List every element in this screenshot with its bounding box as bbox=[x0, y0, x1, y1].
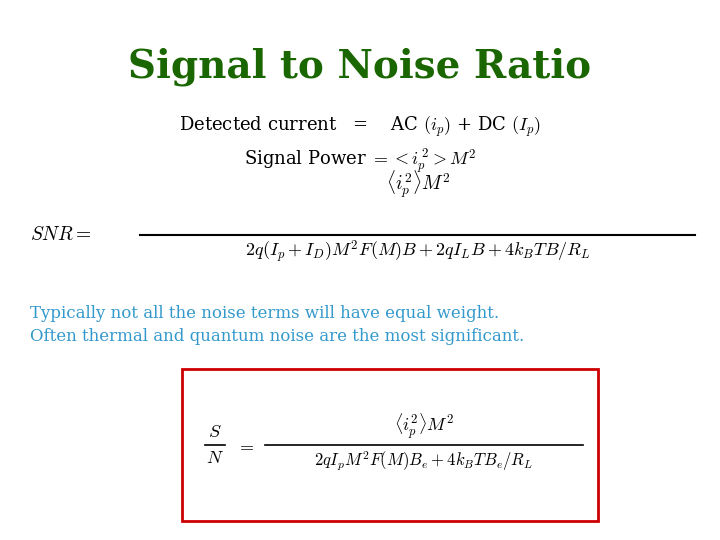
Text: Signal Power $= <i_p^{\,2}>M^2$: Signal Power $= <i_p^{\,2}>M^2$ bbox=[243, 148, 477, 177]
Text: $SNR=$: $SNR=$ bbox=[30, 226, 91, 244]
Text: $S$: $S$ bbox=[208, 423, 222, 441]
Text: $\langle i_p^2 \rangle M^2$: $\langle i_p^2 \rangle M^2$ bbox=[394, 411, 454, 441]
Text: Detected current   =    AC $(i_p)$ + DC $(I_p)$: Detected current = AC $(i_p)$ + DC $(I_p… bbox=[179, 115, 541, 139]
Text: $N$: $N$ bbox=[206, 449, 224, 467]
Text: $2q(I_p + I_D)M^2F(M)B + 2qI_LB + 4k_BTB/R_L$: $2q(I_p + I_D)M^2F(M)B + 2qI_LB + 4k_BTB… bbox=[246, 238, 591, 265]
Text: $2qI_pM^2F(M)B_e + 4k_BTB_e/R_L$: $2qI_pM^2F(M)B_e + 4k_BTB_e/R_L$ bbox=[315, 449, 534, 473]
Text: $=$: $=$ bbox=[236, 436, 254, 454]
Text: $\langle i_p^2 \rangle M^2$: $\langle i_p^2 \rangle M^2$ bbox=[386, 168, 450, 200]
Text: Signal to Noise Ratio: Signal to Noise Ratio bbox=[128, 48, 592, 86]
FancyBboxPatch shape bbox=[182, 369, 598, 521]
Text: Typically not all the noise terms will have equal weight.: Typically not all the noise terms will h… bbox=[30, 305, 499, 322]
Text: Often thermal and quantum noise are the most significant.: Often thermal and quantum noise are the … bbox=[30, 328, 524, 345]
